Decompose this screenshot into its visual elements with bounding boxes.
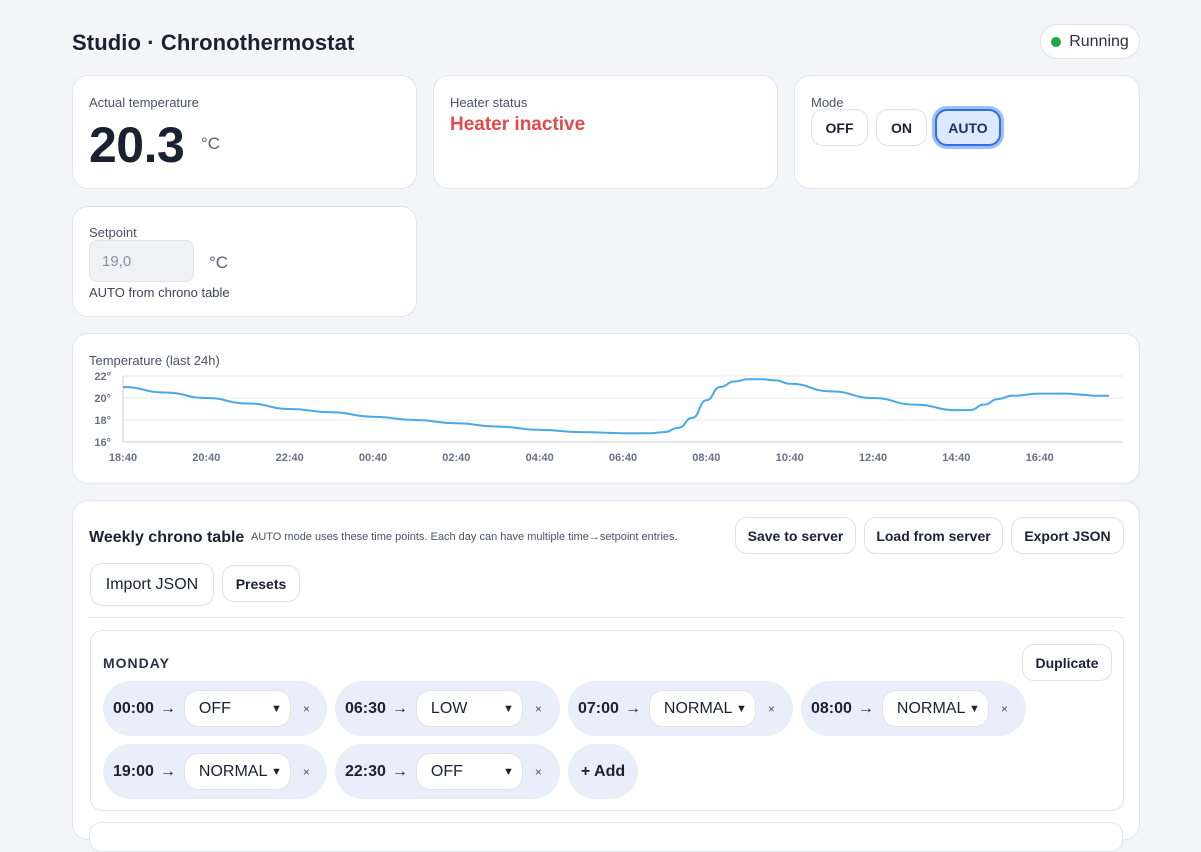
remove-entry-icon[interactable]: × (302, 701, 310, 716)
chevron-down-icon: ▼ (271, 765, 282, 778)
arrow-icon: → (159, 699, 176, 717)
arrow-icon: → (857, 699, 874, 717)
y-tick-label: 20° (94, 393, 111, 405)
export-json-button[interactable]: Export JSON (1011, 517, 1124, 554)
actual-temperature-unit: °C (201, 134, 221, 153)
page-title: Studio · Chronothermostat (72, 30, 355, 55)
mode-card: Mode OFF ON AUTO (794, 75, 1140, 189)
chrono-entry: 07:00 → NORMAL ▼ × (568, 681, 793, 736)
arrow-icon: → (624, 699, 641, 717)
chrono-title: Weekly chrono table (89, 529, 245, 546)
x-tick-label: 08:40 (692, 452, 720, 464)
status-badge: Running (1040, 24, 1140, 59)
select-value: OFF (430, 762, 463, 780)
chrono-description: AUTO mode uses these time points. Each d… (251, 531, 678, 543)
setpoint-select[interactable]: OFF ▼ (415, 753, 523, 790)
select-value: LOW (430, 699, 468, 717)
x-tick-label: 04:40 (526, 452, 554, 464)
x-tick-label: 02:40 (442, 452, 470, 464)
setpoint-select[interactable]: NORMAL ▼ (881, 690, 989, 727)
x-tick-label: 22:40 (276, 452, 304, 464)
entry-time[interactable]: 22:30 (345, 762, 386, 780)
import-json-button[interactable]: Import JSON (90, 563, 214, 606)
remove-entry-icon[interactable]: × (302, 764, 310, 779)
duplicate-button[interactable]: Duplicate (1022, 644, 1112, 681)
status-text: Running (1069, 32, 1129, 50)
x-tick-label: 06:40 (609, 452, 637, 464)
actual-temperature-label: Actual temperature (89, 95, 199, 110)
presets-button[interactable]: Presets (222, 565, 300, 602)
add-entry-button[interactable]: + Add (568, 744, 638, 799)
remove-entry-icon[interactable]: × (534, 701, 542, 716)
chevron-down-icon: ▼ (503, 702, 514, 715)
heater-status-label: Heater status (450, 95, 528, 110)
mode-off-button[interactable]: OFF (811, 109, 868, 146)
load-from-server-button[interactable]: Load from server (864, 517, 1003, 554)
chrono-entry: 08:00 → NORMAL ▼ × (801, 681, 1026, 736)
y-tick-label: 22° (94, 371, 111, 383)
select-value: NORMAL (198, 762, 268, 780)
x-tick-label: 18:40 (109, 452, 137, 464)
setpoint-label: Setpoint (89, 225, 137, 240)
x-tick-label: 16:40 (1026, 452, 1054, 464)
chevron-down-icon: ▼ (503, 765, 514, 778)
chrono-entry: 06:30 → LOW ▼ × (335, 681, 560, 736)
x-tick-label: 12:40 (859, 452, 887, 464)
x-tick-label: 00:40 (359, 452, 387, 464)
chevron-down-icon: ▼ (271, 702, 282, 715)
remove-entry-icon[interactable]: × (767, 701, 775, 716)
setpoint-value: 19,0 (102, 252, 132, 270)
y-tick-label: 16° (94, 437, 111, 449)
mode-auto-button[interactable]: AUTO (935, 109, 1001, 146)
x-tick-label: 20:40 (192, 452, 220, 464)
chevron-down-icon: ▼ (969, 702, 980, 715)
entry-time[interactable]: 07:00 (578, 699, 619, 717)
chrono-divider (89, 617, 1123, 618)
x-tick-label: 10:40 (776, 452, 804, 464)
chrono-table-card: Weekly chrono table AUTO mode uses these… (72, 500, 1140, 840)
setpoint-select[interactable]: NORMAL ▼ (648, 690, 756, 727)
mode-label: Mode (811, 95, 844, 110)
setpoint-card: Setpoint 19,0 °C AUTO from chrono table (72, 206, 417, 317)
arrow-icon: → (391, 699, 408, 717)
setpoint-unit: °C (209, 253, 229, 272)
heater-status-card: Heater status Heater inactive (433, 75, 778, 189)
arrow-icon: → (159, 762, 176, 780)
chrono-entry: 00:00 → OFF ▼ × (103, 681, 327, 736)
entry-time[interactable]: 00:00 (113, 699, 154, 717)
mode-on-button[interactable]: ON (876, 109, 927, 146)
chevron-down-icon: ▼ (736, 702, 747, 715)
day-title: MONDAY (103, 655, 170, 671)
setpoint-input[interactable]: 19,0 (89, 240, 194, 282)
select-value: NORMAL (896, 699, 966, 717)
setpoint-select[interactable]: OFF ▼ (183, 690, 291, 727)
select-value: OFF (198, 699, 231, 717)
setpoint-select[interactable]: LOW ▼ (415, 690, 523, 727)
y-tick-label: 18° (94, 415, 111, 427)
day-block-monday: MONDAY Duplicate 00:00 → OFF ▼ × 06:30 → … (90, 630, 1124, 811)
entry-time[interactable]: 06:30 (345, 699, 386, 717)
chart-title: Temperature (last 24h) (89, 353, 220, 368)
entry-time[interactable]: 08:00 (811, 699, 852, 717)
entry-time[interactable]: 19:00 (113, 762, 154, 780)
remove-entry-icon[interactable]: × (534, 764, 542, 779)
temperature-chart: 16° 18° 20° 22° 18:40 20:40 22:40 00:40 02:40 04:… (94, 371, 1123, 464)
actual-temperature-value: 20.3 (89, 117, 185, 173)
temperature-series-line (122, 378, 1110, 435)
heater-status-value: Heater inactive (450, 114, 586, 135)
chrono-entry: 22:30 → OFF ▼ × (335, 744, 560, 799)
x-tick-label: 14:40 (942, 452, 970, 464)
remove-entry-icon[interactable]: × (1000, 701, 1008, 716)
actual-temperature-card: Actual temperature 20.3 °C (72, 75, 417, 189)
status-dot-icon (1051, 36, 1062, 47)
setpoint-select[interactable]: NORMAL ▼ (183, 753, 291, 790)
temperature-chart-card: Temperature (last 24h) 16° 18° 20° 22° 18:40… (72, 333, 1140, 484)
chrono-entry: 19:00 → NORMAL ▼ × (103, 744, 327, 799)
arrow-icon: → (391, 762, 408, 780)
save-to-server-button[interactable]: Save to server (735, 517, 856, 554)
setpoint-note: AUTO from chrono table (89, 285, 230, 300)
select-value: NORMAL (663, 699, 733, 717)
